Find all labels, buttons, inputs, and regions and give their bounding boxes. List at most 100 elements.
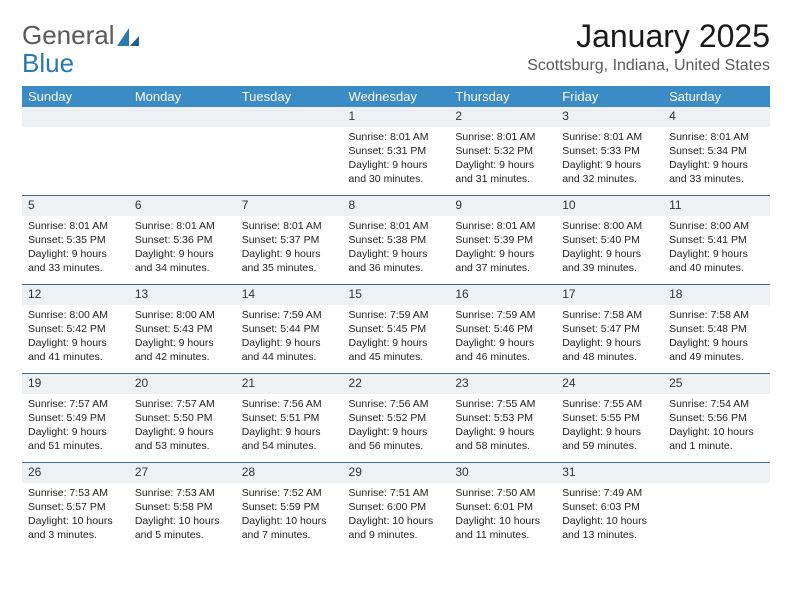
day-info: Sunrise: 8:01 AMSunset: 5:37 PMDaylight:… [236, 216, 343, 284]
day-cell: 14Sunrise: 7:59 AMSunset: 5:44 PMDayligh… [236, 285, 343, 374]
day-cell: 30Sunrise: 7:50 AMSunset: 6:01 PMDayligh… [449, 463, 556, 552]
location: Scottsburg, Indiana, United States [527, 57, 770, 75]
day-day1: Daylight: 9 hours [669, 247, 764, 261]
day-info: Sunrise: 8:01 AMSunset: 5:31 PMDaylight:… [343, 127, 450, 195]
day-day1: Daylight: 10 hours [669, 425, 764, 439]
day-day2: and 58 minutes. [455, 439, 550, 453]
day-info: Sunrise: 8:00 AMSunset: 5:40 PMDaylight:… [556, 216, 663, 284]
day-sunset: Sunset: 5:37 PM [242, 233, 337, 247]
day-sunrise: Sunrise: 7:53 AM [135, 486, 230, 500]
day-number: 7 [236, 196, 343, 216]
day-day1: Daylight: 9 hours [562, 425, 657, 439]
day-number: 19 [22, 374, 129, 394]
day-number: 3 [556, 107, 663, 127]
day-day2: and 9 minutes. [349, 528, 444, 542]
day-number: 5 [22, 196, 129, 216]
day-cell: 1Sunrise: 8:01 AMSunset: 5:31 PMDaylight… [343, 107, 450, 196]
day-sunrise: Sunrise: 7:57 AM [28, 397, 123, 411]
weekday-header: Thursday [449, 86, 556, 107]
day-day1: Daylight: 10 hours [242, 514, 337, 528]
day-day2: and 48 minutes. [562, 350, 657, 364]
day-sunset: Sunset: 5:46 PM [455, 322, 550, 336]
day-day2: and 41 minutes. [28, 350, 123, 364]
day-info: Sunrise: 8:00 AMSunset: 5:42 PMDaylight:… [22, 305, 129, 373]
day-cell: 20Sunrise: 7:57 AMSunset: 5:50 PMDayligh… [129, 374, 236, 463]
day-sunrise: Sunrise: 8:01 AM [349, 219, 444, 233]
day-day2: and 13 minutes. [562, 528, 657, 542]
day-sunrise: Sunrise: 7:56 AM [242, 397, 337, 411]
day-sunrise: Sunrise: 8:01 AM [455, 130, 550, 144]
calendar-body: 1Sunrise: 8:01 AMSunset: 5:31 PMDaylight… [22, 107, 770, 551]
day-info: Sunrise: 7:57 AMSunset: 5:50 PMDaylight:… [129, 394, 236, 462]
day-sunset: Sunset: 5:51 PM [242, 411, 337, 425]
day-day1: Daylight: 9 hours [455, 336, 550, 350]
day-day2: and 32 minutes. [562, 172, 657, 186]
day-cell: 2Sunrise: 8:01 AMSunset: 5:32 PMDaylight… [449, 107, 556, 196]
day-info: Sunrise: 8:00 AMSunset: 5:43 PMDaylight:… [129, 305, 236, 373]
day-day2: and 42 minutes. [135, 350, 230, 364]
weekday-header: Wednesday [343, 86, 450, 107]
day-info: Sunrise: 7:55 AMSunset: 5:55 PMDaylight:… [556, 394, 663, 462]
day-cell: 17Sunrise: 7:58 AMSunset: 5:47 PMDayligh… [556, 285, 663, 374]
day-day2: and 53 minutes. [135, 439, 230, 453]
weekday-header: Saturday [663, 86, 770, 107]
day-number: 27 [129, 463, 236, 483]
day-info: Sunrise: 7:56 AMSunset: 5:52 PMDaylight:… [343, 394, 450, 462]
day-sunrise: Sunrise: 7:57 AM [135, 397, 230, 411]
day-day2: and 3 minutes. [28, 528, 123, 542]
day-day1: Daylight: 9 hours [669, 336, 764, 350]
day-sunset: Sunset: 5:52 PM [349, 411, 444, 425]
day-number: 20 [129, 374, 236, 394]
day-sunset: Sunset: 5:43 PM [135, 322, 230, 336]
day-info: Sunrise: 8:01 AMSunset: 5:32 PMDaylight:… [449, 127, 556, 195]
day-number: 22 [343, 374, 450, 394]
logo-part2: Blue [22, 48, 74, 78]
day-number: 26 [22, 463, 129, 483]
day-day2: and 36 minutes. [349, 261, 444, 275]
day-cell: 25Sunrise: 7:54 AMSunset: 5:56 PMDayligh… [663, 374, 770, 463]
day-sunrise: Sunrise: 7:49 AM [562, 486, 657, 500]
day-sunrise: Sunrise: 8:01 AM [669, 130, 764, 144]
weekday-header: Tuesday [236, 86, 343, 107]
calendar-table: Sunday Monday Tuesday Wednesday Thursday… [22, 86, 770, 551]
day-day1: Daylight: 9 hours [349, 336, 444, 350]
day-info [663, 483, 770, 551]
day-day2: and 40 minutes. [669, 261, 764, 275]
day-day1: Daylight: 9 hours [135, 336, 230, 350]
month-title: January 2025 [527, 18, 770, 55]
day-cell: 12Sunrise: 8:00 AMSunset: 5:42 PMDayligh… [22, 285, 129, 374]
logo-sail-icon [117, 24, 139, 50]
week-row: 1Sunrise: 8:01 AMSunset: 5:31 PMDaylight… [22, 107, 770, 196]
day-cell: 31Sunrise: 7:49 AMSunset: 6:03 PMDayligh… [556, 463, 663, 552]
day-sunrise: Sunrise: 7:59 AM [349, 308, 444, 322]
day-cell: 16Sunrise: 7:59 AMSunset: 5:46 PMDayligh… [449, 285, 556, 374]
day-day2: and 44 minutes. [242, 350, 337, 364]
day-sunset: Sunset: 5:33 PM [562, 144, 657, 158]
day-sunrise: Sunrise: 7:59 AM [242, 308, 337, 322]
day-sunrise: Sunrise: 7:56 AM [349, 397, 444, 411]
day-sunset: Sunset: 5:34 PM [669, 144, 764, 158]
day-sunrise: Sunrise: 7:59 AM [455, 308, 550, 322]
day-day1: Daylight: 9 hours [135, 247, 230, 261]
day-cell: 10Sunrise: 8:00 AMSunset: 5:40 PMDayligh… [556, 196, 663, 285]
day-sunrise: Sunrise: 8:01 AM [242, 219, 337, 233]
day-day2: and 49 minutes. [669, 350, 764, 364]
day-cell: 24Sunrise: 7:55 AMSunset: 5:55 PMDayligh… [556, 374, 663, 463]
day-number: 21 [236, 374, 343, 394]
day-info [236, 127, 343, 195]
day-day1: Daylight: 9 hours [242, 247, 337, 261]
day-cell: 13Sunrise: 8:00 AMSunset: 5:43 PMDayligh… [129, 285, 236, 374]
day-cell: 8Sunrise: 8:01 AMSunset: 5:38 PMDaylight… [343, 196, 450, 285]
day-sunset: Sunset: 5:50 PM [135, 411, 230, 425]
day-sunrise: Sunrise: 8:01 AM [349, 130, 444, 144]
day-sunrise: Sunrise: 8:01 AM [135, 219, 230, 233]
day-sunrise: Sunrise: 7:55 AM [562, 397, 657, 411]
day-day1: Daylight: 9 hours [455, 158, 550, 172]
day-number: 28 [236, 463, 343, 483]
day-number [22, 107, 129, 127]
day-day2: and 33 minutes. [669, 172, 764, 186]
day-cell: 6Sunrise: 8:01 AMSunset: 5:36 PMDaylight… [129, 196, 236, 285]
day-day2: and 51 minutes. [28, 439, 123, 453]
day-sunrise: Sunrise: 7:53 AM [28, 486, 123, 500]
day-sunset: Sunset: 5:45 PM [349, 322, 444, 336]
